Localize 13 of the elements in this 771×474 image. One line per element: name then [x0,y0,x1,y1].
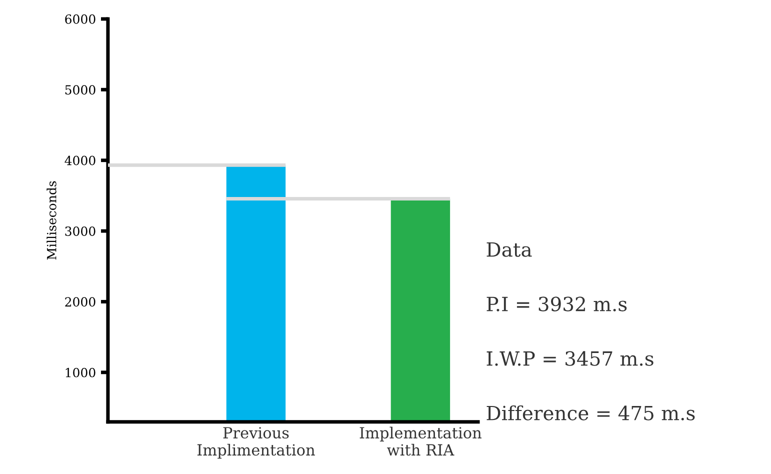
x-tick-label: Previous Implimentation [197,427,315,459]
x-tick-label: Implementation with RIA [360,426,482,456]
y-tick-label: 5000 [65,85,96,95]
y-axis-title: Milliseconds [46,181,56,260]
text: I.W.P = 3457 m.s [486,351,654,366]
text: Difference = 475 m.s [486,405,695,420]
text: Data [486,242,532,257]
y-tick-label: 3000 [65,226,96,236]
y-tick-label: 1000 [66,368,96,378]
y-tick-label: 4000 [64,156,96,166]
y-tick-label: 2000 [65,297,96,307]
y-tick-label: 6000 [65,14,96,24]
text: P.I = 3932 m.s [486,296,627,312]
